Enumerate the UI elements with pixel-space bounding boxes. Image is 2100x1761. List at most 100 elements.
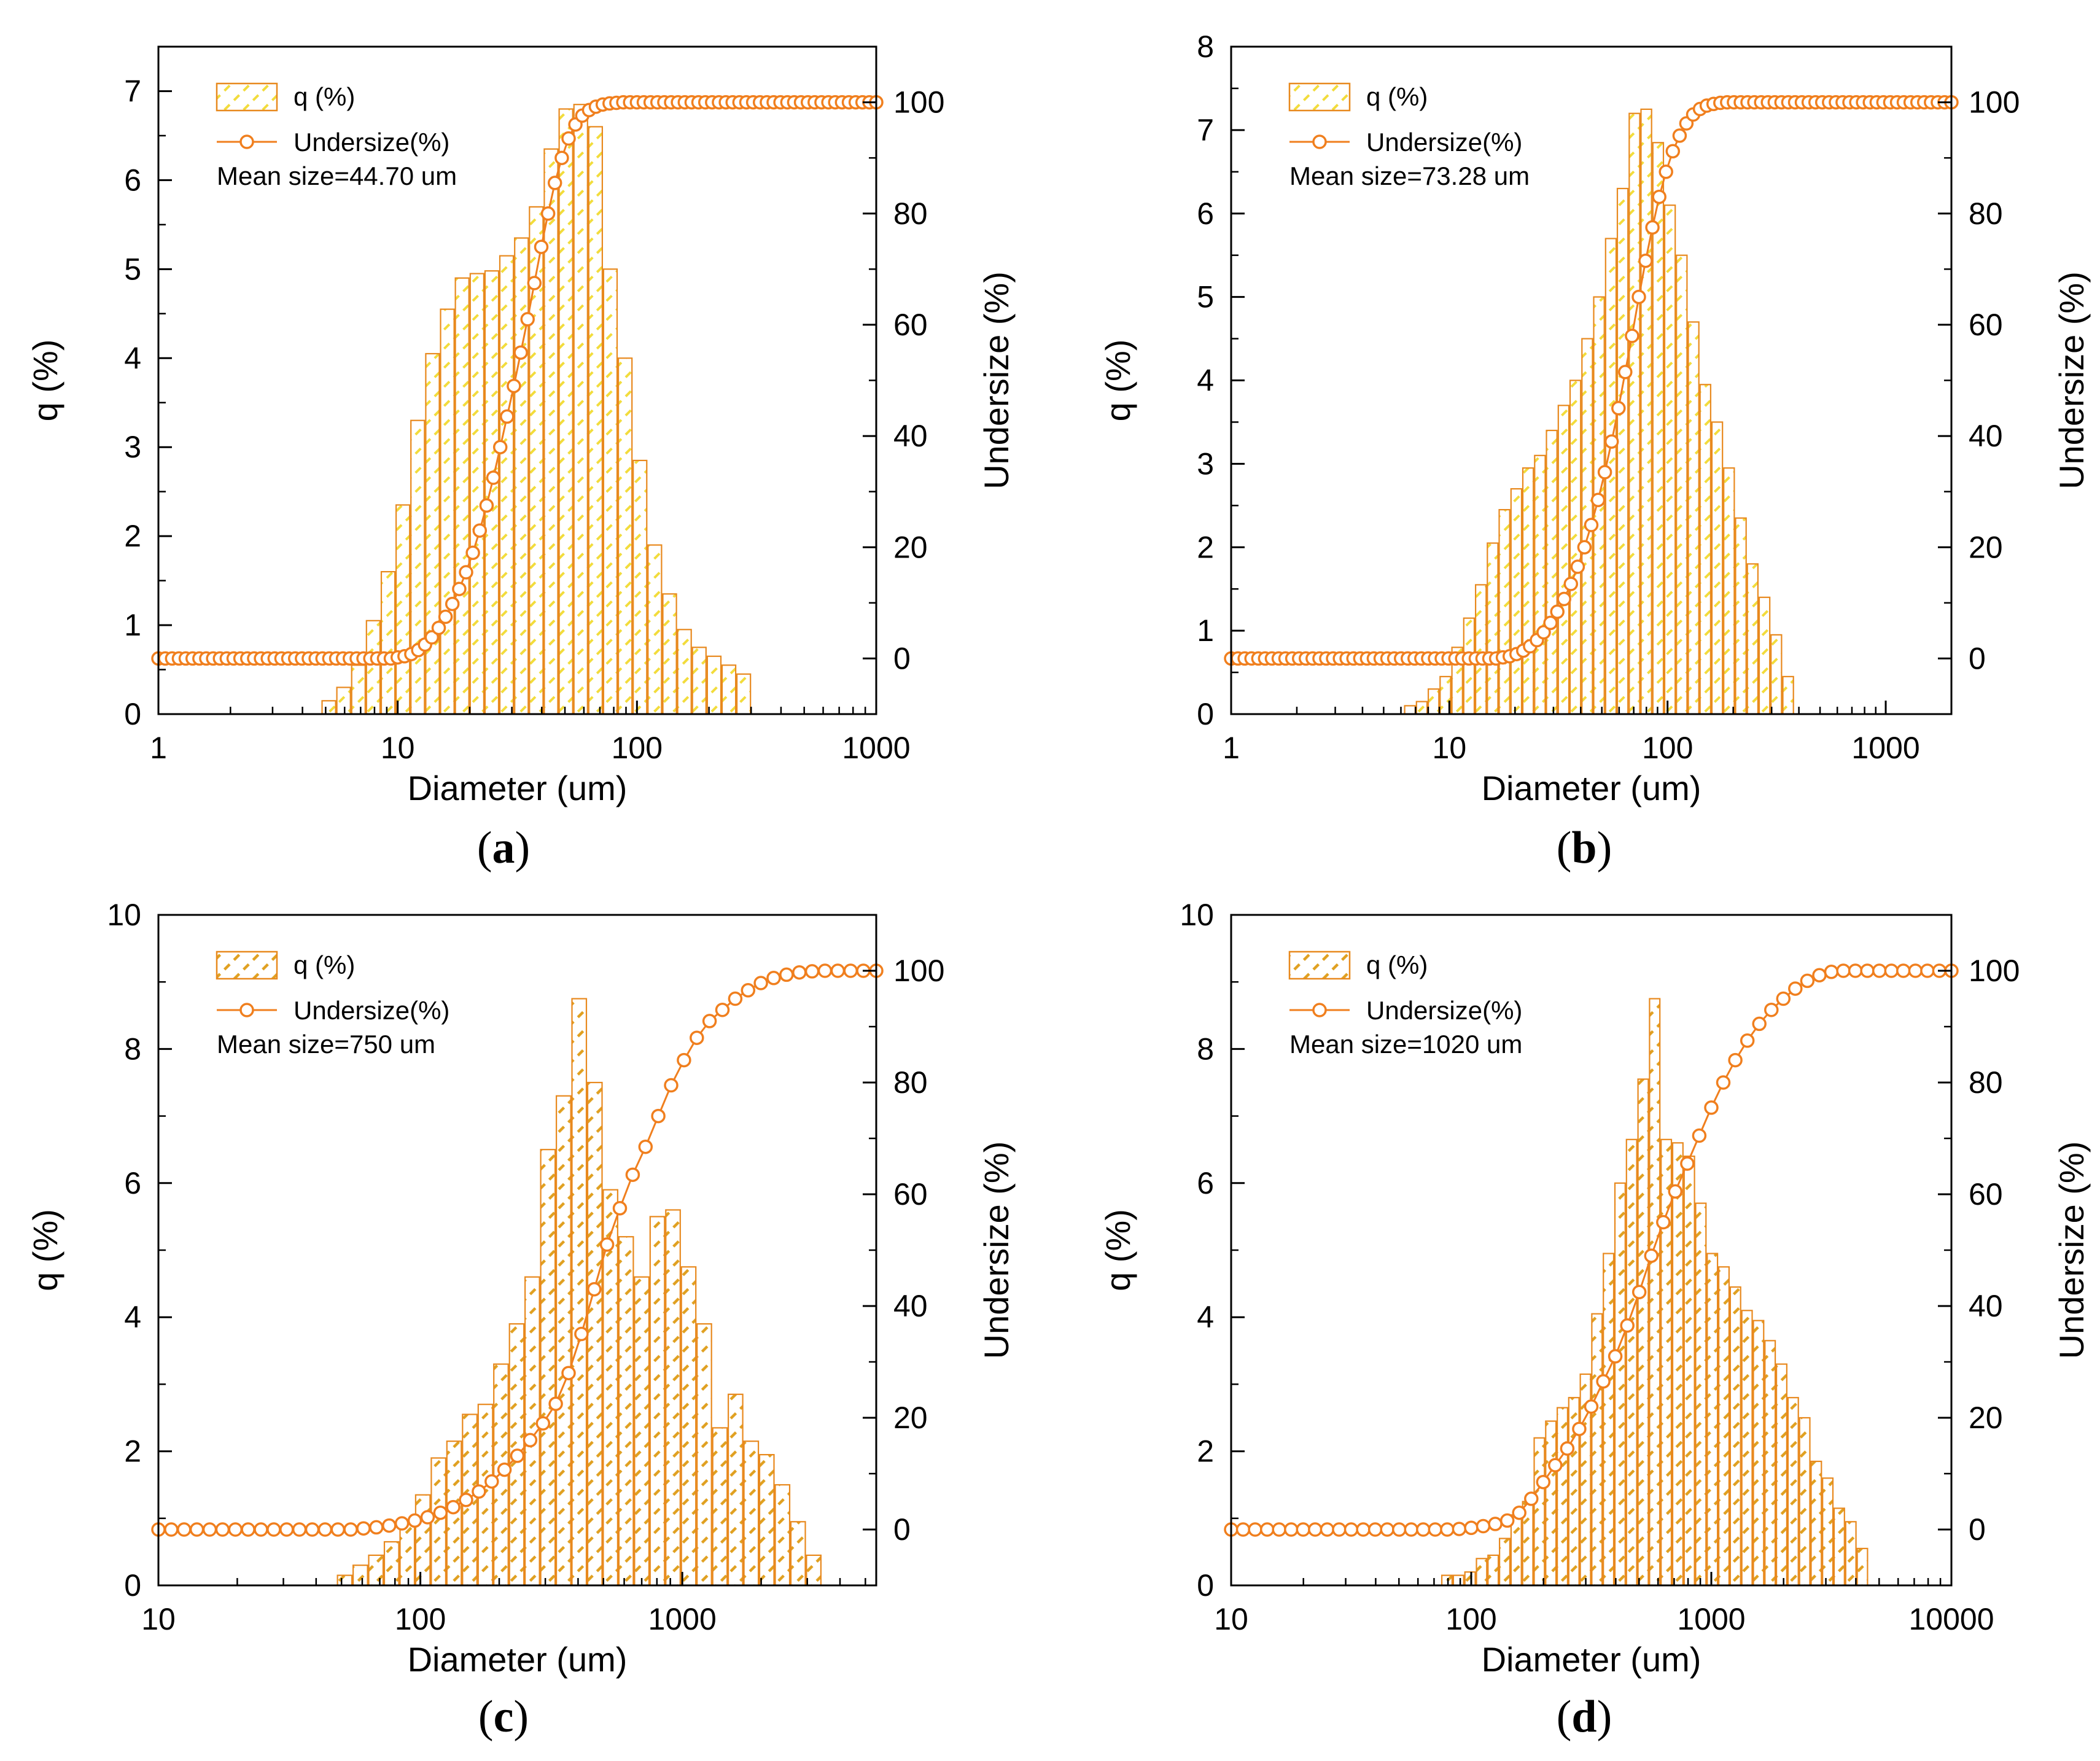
undersize-point (1618, 365, 1633, 379)
x-axis-c: 10 100 1000 Diameter (um) (141, 1572, 866, 1679)
undersize-point (1248, 1522, 1262, 1537)
undersize-point (1572, 1421, 1587, 1436)
undersize-point (1716, 1075, 1731, 1090)
y2-axis-title-a: Undersize (%) (977, 271, 1016, 489)
bar (1522, 467, 1534, 715)
undersize-point (702, 1014, 717, 1028)
undersize-point (1560, 1441, 1575, 1456)
undersize-markers-d (1224, 963, 1959, 1537)
bar (1628, 112, 1641, 715)
undersize-point (356, 1521, 371, 1536)
undersize-point (254, 1522, 268, 1537)
y2-tick-label: 80 (1969, 1065, 2003, 1100)
undersize-point (1848, 963, 1863, 978)
y-tick-label: 10 (107, 898, 141, 932)
x-axis-b: 1 10 100 1000 Diameter (um) (1223, 701, 1920, 807)
bar (721, 664, 737, 715)
bar (1415, 701, 1428, 715)
undersize-point (1557, 591, 1571, 607)
undersize-point (1776, 991, 1791, 1006)
undersize-point (548, 1396, 563, 1412)
undersize-point (1728, 1052, 1743, 1068)
undersize-point (1620, 1318, 1635, 1333)
bars-a (321, 104, 752, 715)
undersize-point (433, 1505, 448, 1520)
bar (1810, 1460, 1822, 1587)
undersize-markers-a (151, 95, 884, 666)
y-axis-title-d: q (%) (1099, 1209, 1137, 1291)
y-tick-label: 6 (1197, 196, 1214, 231)
x-tick-label: 1 (150, 731, 167, 765)
undersize-point (1665, 144, 1681, 159)
undersize-point (753, 976, 768, 990)
undersize-point (1631, 1285, 1647, 1300)
bar (1404, 705, 1416, 715)
y2-tick-label: 40 (1969, 419, 2003, 453)
bar (1616, 187, 1629, 715)
svg-text:(c): (c) (478, 1692, 529, 1742)
y2-tick-label: 20 (893, 1401, 928, 1435)
bar (602, 268, 618, 715)
undersize-point (164, 1522, 179, 1537)
bar (454, 277, 470, 715)
undersize-point (1608, 1349, 1623, 1364)
legend-label-line: Undersize(%) (1366, 128, 1522, 157)
y-tick-label: 4 (124, 341, 141, 375)
bar (706, 655, 722, 715)
undersize-point (766, 971, 781, 985)
undersize-point (1235, 1522, 1251, 1537)
y2-tick-label: 100 (1969, 85, 2020, 120)
x-axis-title-d: Diameter (um) (1482, 1640, 1701, 1679)
undersize-point (1672, 128, 1687, 143)
undersize-point (1452, 1522, 1467, 1536)
y2-axis-title-b: Undersize (%) (2052, 271, 2091, 489)
undersize-point (1860, 963, 1875, 978)
bar (1683, 1155, 1695, 1587)
y2-tick-label: 20 (1969, 1401, 2003, 1435)
caption-d-letter: d (1571, 1692, 1596, 1742)
bar (1770, 634, 1783, 715)
bar (1510, 488, 1523, 715)
bar (1671, 1142, 1684, 1587)
undersize-point (1332, 1522, 1347, 1537)
undersize-point (424, 630, 440, 645)
bar (499, 255, 515, 715)
x-tick-label: 10 (1214, 1602, 1248, 1636)
bar (410, 419, 426, 715)
undersize-point (715, 1002, 730, 1017)
bar (647, 544, 663, 715)
bar (573, 104, 588, 715)
undersize-point (472, 1484, 486, 1499)
y2-tick-label: 80 (893, 1065, 928, 1100)
bar (1441, 1574, 1453, 1587)
undersize-point (266, 1522, 281, 1537)
bar (336, 1574, 353, 1587)
bar (1452, 1574, 1464, 1587)
y-tick-label: 8 (1197, 29, 1214, 64)
legend-label-bars: q (%) (294, 950, 355, 979)
bar (1695, 1202, 1707, 1587)
undersize-point (1416, 1522, 1431, 1537)
bar (440, 308, 455, 715)
bar (712, 1427, 728, 1587)
bar (540, 1149, 556, 1587)
bar (1499, 1537, 1511, 1587)
undersize-point (1428, 1522, 1443, 1537)
bar (1746, 563, 1759, 715)
y-tick-label: 7 (1197, 113, 1214, 147)
undersize-point (779, 967, 794, 982)
undersize-point (1644, 1248, 1659, 1263)
svg-text:(a): (a) (477, 823, 530, 873)
undersize-point (1752, 1016, 1767, 1032)
undersize-point (459, 565, 473, 580)
bar (758, 1454, 775, 1587)
x-tick-label: 1000 (842, 731, 910, 765)
undersize-point (1638, 253, 1653, 268)
undersize-point (1812, 968, 1827, 983)
x-tick-label: 10 (381, 731, 415, 765)
bar (1718, 1266, 1730, 1587)
undersize-point (625, 1167, 640, 1182)
y2-tick-label: 60 (1969, 308, 2003, 342)
y2-tick-label: 80 (1969, 196, 2003, 231)
bar (588, 126, 603, 715)
